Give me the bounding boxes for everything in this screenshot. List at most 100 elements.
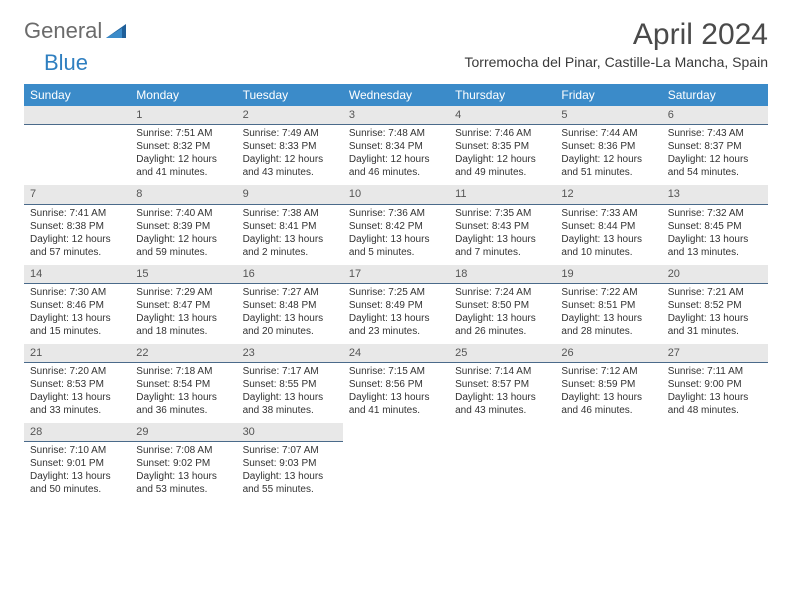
day-day1: Daylight: 13 hours: [561, 233, 655, 246]
day-day1: Daylight: 12 hours: [243, 153, 337, 166]
day-sunrise: Sunrise: 7:22 AM: [561, 286, 655, 299]
logo-text-gray: General: [24, 18, 102, 44]
day-content: Sunrise: 7:21 AMSunset: 8:52 PMDaylight:…: [662, 284, 768, 344]
day-number: 17: [343, 265, 449, 284]
calendar-day-cell: 8Sunrise: 7:40 AMSunset: 8:39 PMDaylight…: [130, 185, 236, 264]
day-day1: Daylight: 13 hours: [561, 312, 655, 325]
page-title: April 2024: [465, 18, 769, 52]
calendar-week-row: 21Sunrise: 7:20 AMSunset: 8:53 PMDayligh…: [24, 344, 768, 423]
day-day2: and 41 minutes.: [136, 166, 230, 179]
logo: General: [24, 18, 128, 44]
day-number: 11: [449, 185, 555, 204]
day-day2: and 20 minutes.: [243, 325, 337, 338]
calendar-week-row: 28Sunrise: 7:10 AMSunset: 9:01 PMDayligh…: [24, 423, 768, 502]
day-sunset: Sunset: 8:49 PM: [349, 299, 443, 312]
day-content: Sunrise: 7:32 AMSunset: 8:45 PMDaylight:…: [662, 205, 768, 265]
day-sunrise: Sunrise: 7:48 AM: [349, 127, 443, 140]
day-day2: and 48 minutes.: [668, 404, 762, 417]
day-sunset: Sunset: 8:35 PM: [455, 140, 549, 153]
calendar-day-cell: 6Sunrise: 7:43 AMSunset: 8:37 PMDaylight…: [662, 106, 768, 185]
day-content: Sunrise: 7:33 AMSunset: 8:44 PMDaylight:…: [555, 205, 661, 265]
calendar-table: Sunday Monday Tuesday Wednesday Thursday…: [24, 84, 768, 502]
day-content: Sunrise: 7:10 AMSunset: 9:01 PMDaylight:…: [24, 442, 130, 502]
day-day1: Daylight: 13 hours: [455, 233, 549, 246]
location-text: Torremocha del Pinar, Castille-La Mancha…: [465, 54, 769, 70]
day-sunset: Sunset: 8:50 PM: [455, 299, 549, 312]
day-day1: Daylight: 13 hours: [243, 312, 337, 325]
day-day1: Daylight: 12 hours: [30, 233, 124, 246]
day-sunset: Sunset: 9:03 PM: [243, 457, 337, 470]
day-day1: Daylight: 13 hours: [30, 312, 124, 325]
calendar-day-cell: [343, 423, 449, 502]
day-number: 19: [555, 265, 661, 284]
calendar-day-cell: 14Sunrise: 7:30 AMSunset: 8:46 PMDayligh…: [24, 265, 130, 344]
day-sunset: Sunset: 8:54 PM: [136, 378, 230, 391]
day-content: Sunrise: 7:18 AMSunset: 8:54 PMDaylight:…: [130, 363, 236, 423]
calendar-day-cell: 30Sunrise: 7:07 AMSunset: 9:03 PMDayligh…: [237, 423, 343, 502]
calendar-day-cell: [555, 423, 661, 502]
day-sunset: Sunset: 8:45 PM: [668, 220, 762, 233]
calendar-day-cell: 17Sunrise: 7:25 AMSunset: 8:49 PMDayligh…: [343, 265, 449, 344]
day-content: Sunrise: 7:30 AMSunset: 8:46 PMDaylight:…: [24, 284, 130, 344]
day-content-empty: [24, 125, 130, 183]
day-sunrise: Sunrise: 7:46 AM: [455, 127, 549, 140]
day-sunset: Sunset: 9:02 PM: [136, 457, 230, 470]
day-day1: Daylight: 13 hours: [136, 391, 230, 404]
day-sunset: Sunset: 8:34 PM: [349, 140, 443, 153]
day-day1: Daylight: 13 hours: [668, 391, 762, 404]
day-day1: Daylight: 12 hours: [561, 153, 655, 166]
day-day1: Daylight: 13 hours: [455, 312, 549, 325]
calendar-day-cell: 10Sunrise: 7:36 AMSunset: 8:42 PMDayligh…: [343, 185, 449, 264]
day-number: 15: [130, 265, 236, 284]
day-day1: Daylight: 12 hours: [136, 233, 230, 246]
day-day1: Daylight: 13 hours: [561, 391, 655, 404]
day-day2: and 57 minutes.: [30, 246, 124, 259]
day-number: 22: [130, 344, 236, 363]
calendar-day-cell: 4Sunrise: 7:46 AMSunset: 8:35 PMDaylight…: [449, 106, 555, 185]
day-sunset: Sunset: 9:00 PM: [668, 378, 762, 391]
day-sunrise: Sunrise: 7:14 AM: [455, 365, 549, 378]
day-sunrise: Sunrise: 7:38 AM: [243, 207, 337, 220]
calendar-day-cell: 13Sunrise: 7:32 AMSunset: 8:45 PMDayligh…: [662, 185, 768, 264]
day-sunset: Sunset: 8:44 PM: [561, 220, 655, 233]
calendar-day-cell: 24Sunrise: 7:15 AMSunset: 8:56 PMDayligh…: [343, 344, 449, 423]
day-content: Sunrise: 7:12 AMSunset: 8:59 PMDaylight:…: [555, 363, 661, 423]
day-sunset: Sunset: 8:38 PM: [30, 220, 124, 233]
day-sunset: Sunset: 8:43 PM: [455, 220, 549, 233]
day-day2: and 53 minutes.: [136, 483, 230, 496]
day-sunrise: Sunrise: 7:40 AM: [136, 207, 230, 220]
day-day2: and 13 minutes.: [668, 246, 762, 259]
day-number: 12: [555, 185, 661, 204]
day-sunrise: Sunrise: 7:20 AM: [30, 365, 124, 378]
day-sunset: Sunset: 8:42 PM: [349, 220, 443, 233]
calendar-day-cell: 12Sunrise: 7:33 AMSunset: 8:44 PMDayligh…: [555, 185, 661, 264]
day-content: Sunrise: 7:38 AMSunset: 8:41 PMDaylight:…: [237, 205, 343, 265]
day-sunrise: Sunrise: 7:44 AM: [561, 127, 655, 140]
day-number: 5: [555, 106, 661, 125]
day-number: 2: [237, 106, 343, 125]
day-sunrise: Sunrise: 7:30 AM: [30, 286, 124, 299]
day-sunrise: Sunrise: 7:36 AM: [349, 207, 443, 220]
day-sunrise: Sunrise: 7:27 AM: [243, 286, 337, 299]
calendar-day-cell: .: [24, 106, 130, 185]
day-content: Sunrise: 7:20 AMSunset: 8:53 PMDaylight:…: [24, 363, 130, 423]
day-content: Sunrise: 7:11 AMSunset: 9:00 PMDaylight:…: [662, 363, 768, 423]
day-number: 28: [24, 423, 130, 442]
day-day1: Daylight: 13 hours: [243, 470, 337, 483]
day-content: Sunrise: 7:44 AMSunset: 8:36 PMDaylight:…: [555, 125, 661, 185]
calendar-day-cell: 15Sunrise: 7:29 AMSunset: 8:47 PMDayligh…: [130, 265, 236, 344]
day-day1: Daylight: 13 hours: [349, 312, 443, 325]
weekday-header: Monday: [130, 84, 236, 106]
calendar-day-cell: [662, 423, 768, 502]
calendar-day-cell: 11Sunrise: 7:35 AMSunset: 8:43 PMDayligh…: [449, 185, 555, 264]
day-sunrise: Sunrise: 7:43 AM: [668, 127, 762, 140]
day-day1: Daylight: 13 hours: [455, 391, 549, 404]
day-content: Sunrise: 7:41 AMSunset: 8:38 PMDaylight:…: [24, 205, 130, 265]
calendar-day-cell: 9Sunrise: 7:38 AMSunset: 8:41 PMDaylight…: [237, 185, 343, 264]
day-day1: Daylight: 13 hours: [668, 233, 762, 246]
day-content: Sunrise: 7:43 AMSunset: 8:37 PMDaylight:…: [662, 125, 768, 185]
day-number: 13: [662, 185, 768, 204]
day-day2: and 26 minutes.: [455, 325, 549, 338]
day-sunset: Sunset: 8:48 PM: [243, 299, 337, 312]
calendar-day-cell: 3Sunrise: 7:48 AMSunset: 8:34 PMDaylight…: [343, 106, 449, 185]
